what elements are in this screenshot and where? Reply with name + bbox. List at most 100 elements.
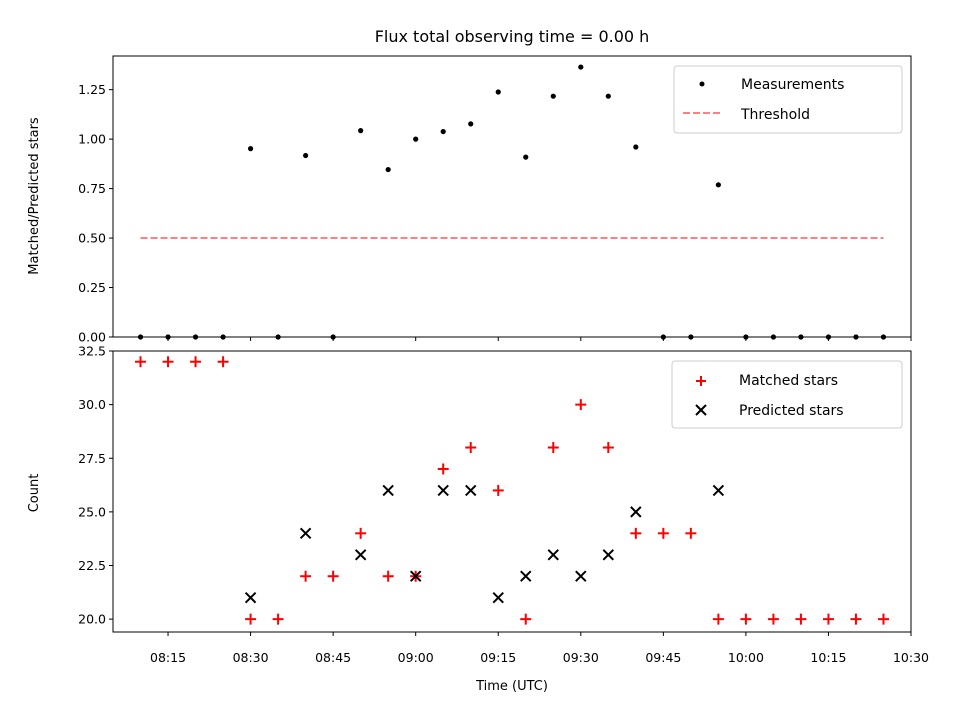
top-marks xyxy=(137,64,887,340)
bottom-marks xyxy=(135,356,889,625)
x-tick-label: 09:30 xyxy=(563,650,599,665)
y-tick-label: 27.5 xyxy=(78,451,106,466)
top-legend: Measurements Threshold xyxy=(673,65,903,134)
x-tick-label: 09:45 xyxy=(645,650,681,665)
measurements-point xyxy=(440,128,446,135)
y-tick-label: 0.25 xyxy=(78,280,106,295)
matched-stars-point xyxy=(492,484,504,496)
predicted-stars-point xyxy=(492,591,504,604)
matched-stars-point xyxy=(547,442,559,454)
legend-label-measurements: Measurements xyxy=(741,77,844,93)
matched-stars-point xyxy=(657,527,669,539)
predicted-stars-point xyxy=(520,570,532,582)
y-tick-label: 0.75 xyxy=(78,181,106,196)
legend-marker-measurements xyxy=(699,81,705,87)
measurements-point xyxy=(247,146,254,152)
matched-stars-point xyxy=(520,613,532,625)
y-tick-label: 30.0 xyxy=(78,397,106,412)
predicted-stars-point xyxy=(575,570,587,582)
top-plot-frame xyxy=(112,55,912,338)
legend-label-matched-stars: Matched stars xyxy=(739,373,838,389)
y-tick-label: 32.5 xyxy=(78,344,106,359)
x-tick-label: 10:30 xyxy=(893,650,929,665)
matched-stars-point xyxy=(465,442,477,454)
predicted-stars-point xyxy=(382,484,394,497)
count-panel: Count Time (UTC) 20.0 22.5 25.0 27.5 30.0 32.… xyxy=(27,344,929,695)
measurements-point xyxy=(550,93,556,99)
legend-marker-predicted-stars xyxy=(695,404,707,416)
matched-stars-point xyxy=(685,527,697,539)
matched-stars-point xyxy=(877,613,889,625)
matched-stars-point xyxy=(712,613,724,625)
top-y-axis-ticks: 0.00 0.25 0.50 0.75 1.00 1.25 xyxy=(78,82,113,345)
matched-stars-point xyxy=(850,613,862,625)
predicted-stars-point xyxy=(354,549,367,561)
measurements-point xyxy=(468,121,474,127)
matched-stars-point xyxy=(795,613,807,625)
top-x-axis-ticks xyxy=(167,337,912,341)
predicted-stars-point xyxy=(602,549,615,561)
matched-stars-point xyxy=(162,356,174,368)
bottom-y-axis-ticks: 20.0 22.5 25.0 27.5 30.0 32.5 xyxy=(78,344,113,627)
x-tick-label: 10:15 xyxy=(810,650,846,665)
predicted-stars-point xyxy=(299,527,312,540)
matched-stars-point xyxy=(575,399,587,411)
measurements-point xyxy=(413,136,419,142)
chart-title: Flux total observing time = 0.00 h xyxy=(375,27,650,46)
bottom-x-axis-ticks: 08:15 08:30 08:45 09:00 09:15 09:30 09:45 10:00… xyxy=(150,632,929,665)
x-axis-label: Time (UTC) xyxy=(475,679,548,694)
predicted-stars-point xyxy=(712,484,725,497)
y-tick-label: 22.5 xyxy=(78,558,106,573)
x-tick-label: 08:15 xyxy=(150,650,186,665)
x-tick-label: 09:15 xyxy=(480,650,516,665)
y-tick-label: 1.25 xyxy=(78,82,106,97)
measurements-point xyxy=(715,182,721,188)
measurements-point xyxy=(495,89,501,95)
y-tick-label: 0.00 xyxy=(78,330,106,345)
predicted-stars-point xyxy=(465,484,477,497)
measurements-point xyxy=(633,144,639,150)
bottom-plot-frame xyxy=(112,350,912,633)
top-y-axis-label: Matched/Predicted stars xyxy=(27,117,42,275)
matched-stars-point xyxy=(767,613,779,625)
matched-stars-point xyxy=(300,570,312,582)
predicted-stars-point xyxy=(630,506,642,518)
matched-stars-point xyxy=(630,527,642,539)
ratio-panel: Flux total observing time = 0.00 h Match… xyxy=(27,27,912,345)
matched-stars-point xyxy=(190,356,202,368)
measurements-point xyxy=(358,128,364,134)
predicted-stars-point xyxy=(547,549,559,561)
predicted-stars-point xyxy=(409,570,422,582)
matched-stars-point xyxy=(327,570,339,582)
x-tick-label: 09:00 xyxy=(398,650,434,665)
measurements-point xyxy=(605,93,611,99)
x-tick-label: 08:30 xyxy=(233,650,269,665)
matched-stars-point xyxy=(602,442,614,454)
measurements-point xyxy=(578,64,584,70)
matched-stars-point xyxy=(382,570,394,582)
legend-marker-matched-stars xyxy=(696,376,706,386)
matched-stars-point xyxy=(217,356,229,368)
predicted-stars-point xyxy=(244,591,257,604)
x-tick-label: 10:00 xyxy=(728,650,764,665)
y-tick-label: 1.00 xyxy=(78,132,106,147)
measurements-point xyxy=(523,154,529,160)
bottom-legend-box xyxy=(671,360,903,429)
measurements-point xyxy=(303,152,309,159)
bottom-legend: Matched stars Predicted stars xyxy=(671,360,903,429)
x-tick-label: 08:45 xyxy=(315,650,351,665)
matched-stars-point xyxy=(437,463,449,475)
predicted-stars-point xyxy=(437,484,449,497)
bottom-y-axis-label: Count xyxy=(27,474,42,513)
matched-stars-point xyxy=(135,356,147,368)
y-tick-label: 25.0 xyxy=(78,504,106,519)
matched-stars-point xyxy=(245,613,257,625)
y-tick-label: 0.50 xyxy=(78,231,106,246)
matched-stars-point xyxy=(355,527,367,539)
matched-stars-point xyxy=(740,613,752,625)
y-tick-label: 20.0 xyxy=(78,612,106,627)
matched-stars-point xyxy=(272,613,284,625)
top-legend-box xyxy=(673,65,903,134)
matched-stars-point xyxy=(822,613,834,625)
